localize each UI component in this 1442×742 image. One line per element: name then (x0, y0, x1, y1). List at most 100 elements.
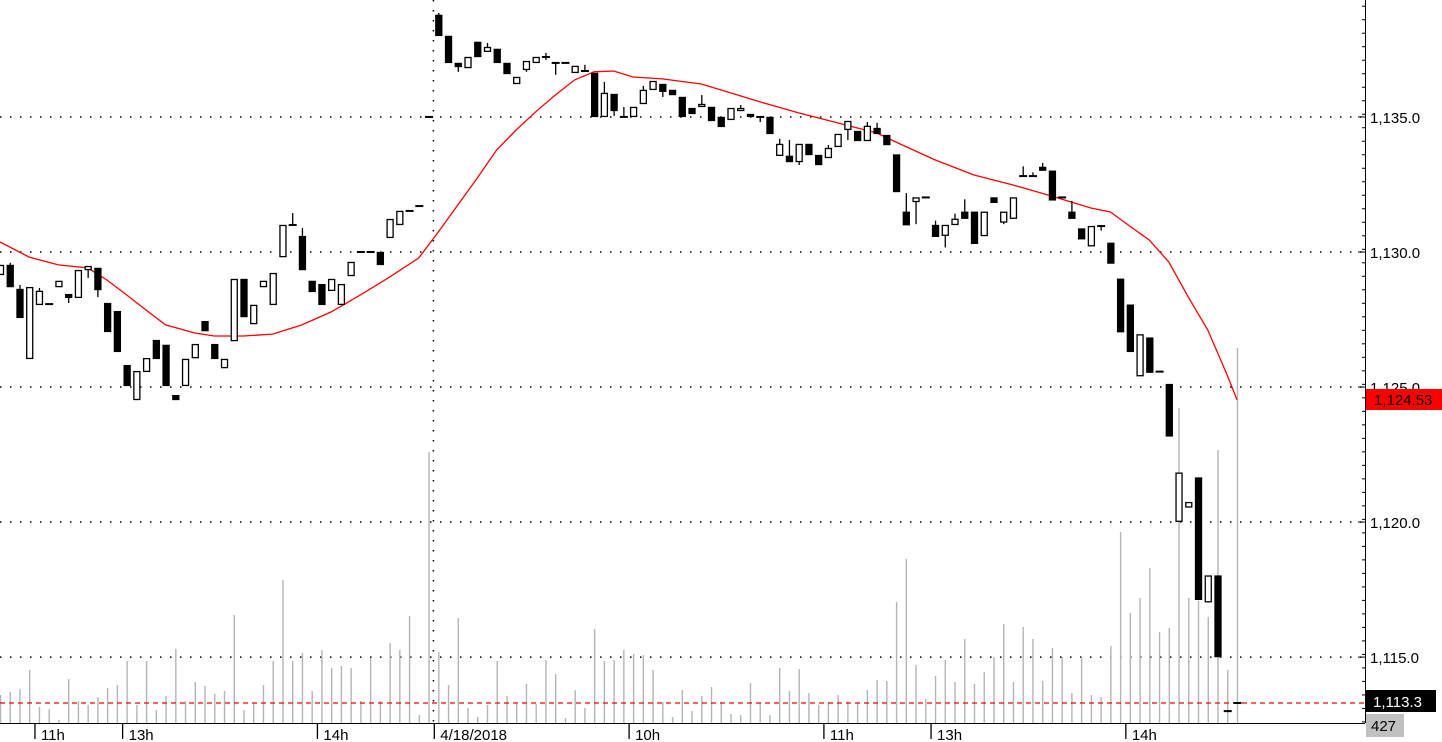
candle-body (513, 76, 521, 85)
candle (1039, 162, 1047, 171)
candle (133, 370, 141, 401)
volume-label: 427 (1371, 718, 1396, 735)
candle-body (142, 357, 151, 373)
candle (6, 262, 14, 288)
candle (824, 145, 833, 159)
candle-body (503, 62, 511, 75)
candle (201, 320, 209, 332)
candle (834, 133, 842, 148)
candle (191, 343, 199, 359)
candle-body (1009, 197, 1018, 219)
candle (483, 42, 492, 53)
time-axis: 11h 13h 14h 4/18/2018 10h 11h 13h 14h (34, 723, 1157, 742)
candle-body (356, 250, 365, 253)
candle-body (980, 211, 988, 237)
y-tick-label: 1,130.0 (1370, 245, 1420, 262)
candle (26, 286, 34, 360)
candle-body (474, 41, 482, 58)
price-axis: 1,135.01,130.01,125.01,120.01,115.0 (1358, 5, 1420, 723)
candle (347, 261, 355, 277)
candle (425, 115, 434, 118)
candle (600, 81, 609, 118)
candle (746, 113, 755, 118)
candle (1204, 575, 1212, 603)
candle-body (425, 115, 434, 118)
candle (0, 264, 5, 276)
candle (1146, 337, 1154, 373)
candle-body (366, 250, 375, 253)
candle (396, 210, 404, 226)
y-tick-label: 1,120.0 (1370, 515, 1420, 532)
candle (1175, 472, 1183, 522)
candle (707, 106, 716, 122)
candle (688, 107, 696, 115)
candle-body (1116, 278, 1125, 333)
candle (269, 272, 277, 306)
candle-body (580, 70, 589, 73)
candle-body (328, 278, 336, 292)
candle (961, 199, 969, 219)
candle (795, 143, 803, 166)
candle (941, 224, 949, 248)
candle (649, 80, 657, 91)
candle (1087, 225, 1096, 247)
candle-body (191, 343, 199, 359)
candle-body (181, 358, 190, 387)
candle (892, 154, 901, 193)
candle-body (1214, 575, 1222, 658)
candle (610, 93, 618, 116)
candle (1009, 197, 1018, 219)
candle-body (678, 96, 686, 118)
candle-body (941, 224, 949, 236)
candle-body (970, 211, 979, 245)
candle (756, 115, 765, 123)
candle-body (308, 280, 316, 293)
candle-body (951, 218, 959, 226)
candle (1000, 211, 1008, 225)
candle-body (464, 56, 472, 69)
candle (1068, 200, 1076, 219)
candle-body (649, 80, 657, 91)
candle (230, 278, 238, 342)
candle-body (347, 261, 355, 277)
candle (1058, 196, 1067, 199)
candle-body (629, 106, 638, 118)
candle (435, 12, 443, 37)
candle-body (824, 147, 833, 159)
candle-body (805, 143, 813, 156)
candle-body (483, 46, 492, 53)
x-tick-label: 4/18/2018 (440, 727, 507, 742)
candle-body (435, 14, 443, 37)
candle-body (1233, 702, 1242, 705)
candle (464, 56, 472, 69)
candle (288, 213, 297, 226)
candle (16, 284, 24, 319)
candle-body (1126, 304, 1134, 353)
candle-body (415, 205, 424, 208)
candles (0, 12, 1242, 713)
candle-body (376, 251, 385, 266)
candle (162, 344, 170, 387)
candle (863, 122, 872, 142)
candle-body (853, 130, 862, 142)
candle (619, 106, 628, 118)
candle-body (590, 72, 599, 118)
moving-average-line (0, 70, 1238, 400)
x-tick-label: 14h (1132, 727, 1157, 742)
candle (84, 265, 92, 278)
candle (921, 196, 930, 199)
candle (1028, 172, 1037, 178)
candle (318, 283, 326, 306)
candle (873, 122, 881, 135)
candle (766, 116, 774, 135)
candle (580, 64, 589, 73)
candle (590, 72, 599, 118)
candle-body (6, 264, 14, 288)
candle (376, 251, 385, 266)
candle (142, 357, 151, 373)
last-price-badge: 1,113.3 (1366, 690, 1436, 712)
candle (454, 62, 462, 72)
candle-body (688, 107, 696, 115)
ma-value-badge: 1,124.53 (1366, 389, 1442, 410)
candle-body (1107, 242, 1115, 264)
